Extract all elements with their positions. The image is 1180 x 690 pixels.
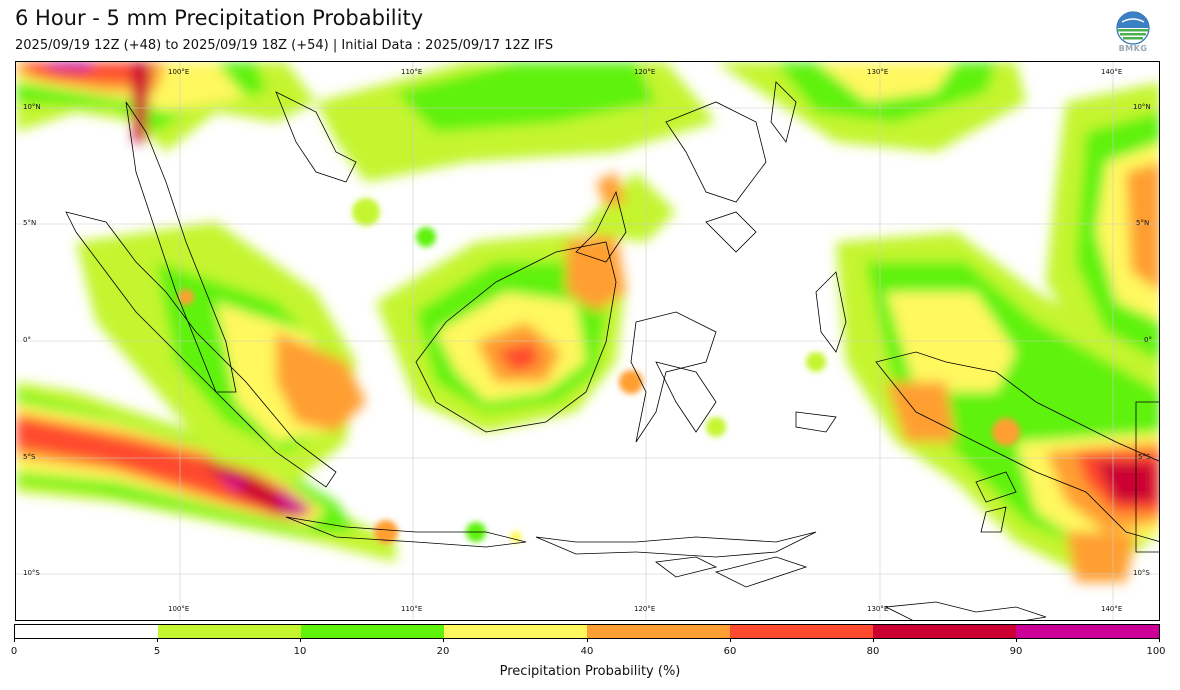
- map-grid: [16, 62, 1159, 620]
- colorbar-tick-label-5: 5: [153, 646, 161, 657]
- logo-text: BMKG: [1118, 44, 1148, 53]
- lat-label-right-5n: 5°N: [1136, 219, 1150, 227]
- lon-label-top-110: 110°E: [401, 68, 423, 76]
- precipitation-map: 100°E 110°E 120°E 130°E 140°E 100°E 110°…: [15, 61, 1160, 621]
- colorbar-segment-80-90: [873, 625, 1016, 638]
- colorbar-tick-label-100: 100: [1146, 646, 1166, 657]
- colorbar-segment-20-40: [444, 625, 587, 638]
- colorbar-segment-90-100: [1016, 625, 1159, 638]
- colorbar-tick-mark: [300, 638, 301, 642]
- lon-label-bottom-110: 110°E: [401, 605, 423, 613]
- colorbar-tick-mark: [14, 638, 15, 642]
- lon-label-top-100: 100°E: [168, 68, 190, 76]
- colorbar-segment-10-20: [301, 625, 444, 638]
- map-svg: [16, 62, 1159, 620]
- lon-label-top-130: 130°E: [867, 68, 889, 76]
- lat-label-right-10s: 10°S: [1133, 569, 1150, 577]
- colorbar-segment-60-80: [730, 625, 873, 638]
- colorbar-tick-mark: [873, 638, 874, 642]
- colorbar-label: Precipitation Probability (%): [499, 664, 681, 679]
- colorbar-tick-mark: [157, 638, 158, 642]
- precipitation-cells: [178, 198, 1020, 544]
- lat-label-left-10s: 10°S: [23, 569, 40, 577]
- lon-label-bottom-130: 130°E: [867, 605, 889, 613]
- lat-label-left-5n: 5°N: [23, 219, 37, 227]
- lat-label-left-10n: 10°N: [23, 103, 41, 111]
- lat-label-right-10n: 10°N: [1133, 103, 1151, 111]
- colorbar-tick-label-90: 90: [1009, 646, 1023, 657]
- chart-subtitle: 2025/09/19 12Z (+48) to 2025/09/19 18Z (…: [15, 38, 554, 53]
- lat-label-left-0: 0°: [23, 336, 31, 344]
- lat-label-right-5s: 5°S: [1138, 453, 1151, 461]
- colorbar-tick-label-60: 60: [723, 646, 737, 657]
- lon-label-bottom-140: 140°E: [1101, 605, 1123, 613]
- colorbar-segment-40-60: [587, 625, 730, 638]
- colorbar-tick-mark: [587, 638, 588, 642]
- colorbar: [14, 624, 1160, 639]
- colorbar-segment-5-10: [158, 625, 301, 638]
- lat-label-right-0: 0°: [1144, 336, 1152, 344]
- colorbar-tick-label-80: 80: [866, 646, 880, 657]
- lat-label-left-5s: 5°S: [23, 453, 36, 461]
- colorbar-tick-label-20: 20: [436, 646, 450, 657]
- colorbar-tick-mark: [730, 638, 731, 642]
- coastlines: [65, 81, 1159, 620]
- lon-label-top-120: 120°E: [634, 68, 656, 76]
- chart-title: 6 Hour - 5 mm Precipitation Probability: [15, 6, 424, 30]
- lon-label-top-140: 140°E: [1101, 68, 1123, 76]
- colorbar-tick-label-10: 10: [293, 646, 307, 657]
- bmkg-logo-icon: [1116, 11, 1150, 45]
- colorbar-tick-mark: [443, 638, 444, 642]
- colorbar-tick-label-40: 40: [580, 646, 594, 657]
- colorbar-segment-0-5: [15, 625, 158, 638]
- colorbar-tick-mark: [1159, 638, 1160, 642]
- lon-label-bottom-120: 120°E: [634, 605, 656, 613]
- lon-label-bottom-100: 100°E: [168, 605, 190, 613]
- colorbar-tick-mark: [1016, 638, 1017, 642]
- colorbar-tick-label-0: 0: [10, 646, 18, 657]
